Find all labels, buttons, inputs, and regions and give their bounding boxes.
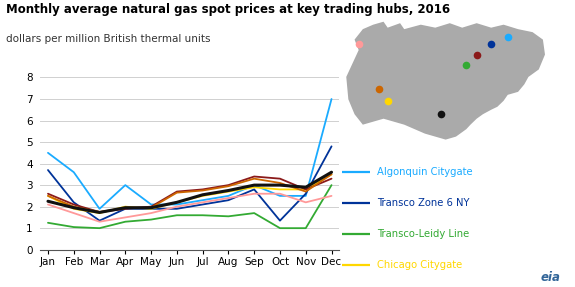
- Text: Transco-Leidy Line: Transco-Leidy Line: [377, 229, 469, 239]
- Text: Monthly average natural gas spot prices at key trading hubs, 2016: Monthly average natural gas spot prices …: [6, 3, 450, 16]
- Text: Algonquin Citygate: Algonquin Citygate: [377, 167, 472, 177]
- Polygon shape: [346, 22, 545, 139]
- Text: eia: eia: [540, 271, 561, 284]
- Text: Chicago Citygate: Chicago Citygate: [377, 260, 462, 270]
- Text: dollars per million British thermal units: dollars per million British thermal unit…: [6, 34, 210, 44]
- Text: Transco Zone 6 NY: Transco Zone 6 NY: [377, 198, 469, 208]
